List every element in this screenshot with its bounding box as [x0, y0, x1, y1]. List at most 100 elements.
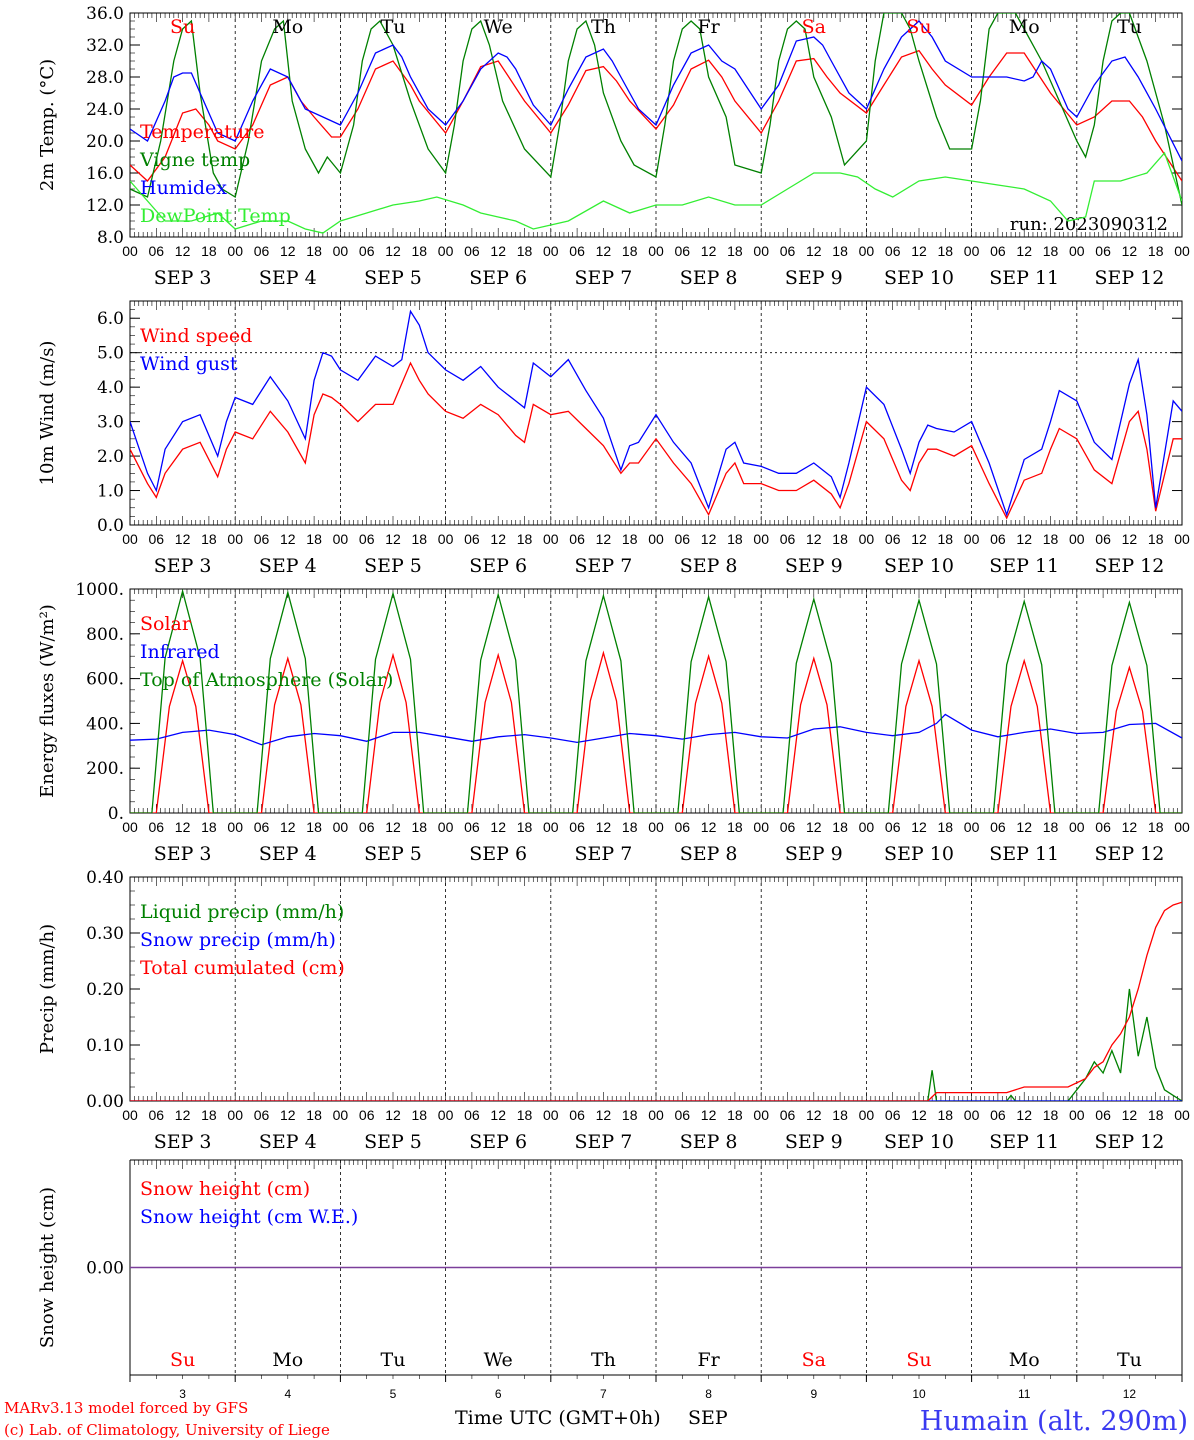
series-line-1-3: [130, 20, 1182, 162]
hour-tick-label: 06: [675, 819, 691, 835]
hour-tick-label: 06: [149, 819, 165, 835]
run-annotation: run: 2023090312: [1010, 214, 1168, 235]
date-label: SEP 6: [469, 555, 527, 577]
hour-tick-label: 06: [990, 1107, 1006, 1123]
y-tick-label: 3.0: [97, 413, 124, 433]
hour-tick-label: 06: [885, 243, 901, 259]
hour-tick-label: 00: [859, 819, 875, 835]
hour-tick-label: 06: [569, 1107, 585, 1123]
month-label: SEP: [688, 1407, 728, 1429]
hour-tick-label: 12: [385, 243, 401, 259]
legend-entry: Total cumulated (cm): [140, 957, 345, 979]
hour-tick-label: 18: [1148, 1107, 1164, 1123]
hour-tick-label: 00: [648, 1107, 664, 1123]
date-label: SEP 11: [989, 843, 1059, 865]
y-tick-label: 28.0: [86, 68, 124, 88]
legend-entry: Wind speed: [140, 325, 252, 347]
panel-4: 0.00 0.10 0.20 0.30 0.40 Precip (mm/h) Liquid …: [37, 868, 1190, 1153]
hour-tick-label: 00: [1069, 531, 1085, 547]
hour-tick-label: 18: [938, 1107, 954, 1123]
y-tick-label: 800.: [86, 625, 124, 645]
hour-tick-label: 06: [780, 531, 796, 547]
hour-tick-label: 18: [517, 819, 533, 835]
date-label: SEP 6: [469, 267, 527, 289]
series-line-2-2: [130, 309, 1182, 517]
y-axis-label: Energy fluxes (W/m²): [37, 604, 58, 798]
credit-line-2: (c) Lab. of Climatology, University of L…: [4, 1421, 330, 1439]
y-tick-label: 1.0: [97, 482, 124, 502]
date-label: SEP 3: [154, 267, 212, 289]
legend-entry: Liquid precip (mm/h): [140, 901, 344, 923]
hour-tick-label: 00: [543, 819, 559, 835]
series-line-3-2: [130, 713, 1182, 746]
y-tick-label: 24.0: [86, 100, 124, 120]
hour-tick-label: 00: [333, 243, 349, 259]
y-tick-label: 8.0: [97, 228, 124, 248]
series-line-1-2: [130, 13, 1182, 206]
plot-frame: [129, 588, 1183, 814]
y-tick-label: 400.: [86, 714, 124, 734]
y-tick-label: 0.00: [86, 1092, 124, 1112]
hour-tick-label: 06: [885, 1107, 901, 1123]
series-line-3-3: [130, 589, 1182, 813]
hour-tick-label: 12: [490, 819, 506, 835]
date-label: SEP 3: [154, 1131, 212, 1153]
hour-tick-label: 18: [412, 531, 428, 547]
hour-tick-label: 00: [753, 819, 769, 835]
hour-tick-label: 18: [201, 819, 217, 835]
hour-tick-label: 00: [438, 531, 454, 547]
legend-entry: Temperature: [140, 121, 264, 143]
hour-tick-label: 12: [175, 243, 191, 259]
hour-tick-label: 06: [464, 1107, 480, 1123]
weekday-label-top: Th: [591, 16, 616, 38]
date-label: SEP 4: [259, 267, 317, 289]
day-number-label: 7: [600, 1387, 607, 1401]
hour-tick-label: 12: [806, 243, 822, 259]
y-axis-label: Precip (mm/h): [37, 924, 58, 1054]
hour-tick-label: 12: [1122, 1107, 1138, 1123]
weekday-label-top: Su: [170, 16, 195, 38]
y-tick-label: 20.0: [86, 132, 124, 152]
date-label: SEP 5: [364, 1131, 422, 1153]
legend-entry: Vigne temp: [139, 149, 250, 171]
series-line-4-3: [130, 901, 1182, 1101]
hour-tick-label: 12: [385, 1107, 401, 1123]
hour-tick-label: 12: [596, 243, 612, 259]
y-tick-label: 0.40: [86, 868, 124, 888]
hour-tick-label: 18: [306, 1107, 322, 1123]
hour-tick-label: 18: [622, 243, 638, 259]
hour-tick-label: 18: [412, 243, 428, 259]
y-tick-label: 32.0: [86, 36, 124, 56]
series-line-1-4: [130, 151, 1182, 234]
hour-tick-label: 00: [964, 531, 980, 547]
hour-tick-label: 06: [464, 819, 480, 835]
hour-tick-label: 00: [1174, 531, 1190, 547]
hour-tick-label: 18: [306, 243, 322, 259]
hour-tick-label: 12: [1122, 243, 1138, 259]
y-tick-label: 6.0: [97, 309, 124, 329]
hour-tick-label: 18: [1043, 531, 1059, 547]
date-label: SEP 10: [884, 267, 954, 289]
hour-tick-label: 00: [859, 1107, 875, 1123]
hour-tick-label: 18: [412, 1107, 428, 1123]
hour-tick-label: 12: [280, 819, 296, 835]
date-label: SEP 7: [574, 267, 632, 289]
hour-tick-label: 00: [543, 531, 559, 547]
hour-tick-label: 12: [596, 531, 612, 547]
hour-tick-label: 12: [385, 531, 401, 547]
hour-tick-label: 18: [1148, 243, 1164, 259]
y-tick-label: 5.0: [97, 344, 124, 364]
weekday-label-top: Mo: [1009, 16, 1040, 38]
weekday-label-bottom: Th: [591, 1349, 616, 1371]
hour-tick-label: 12: [385, 819, 401, 835]
weekday-label-bottom: Fr: [697, 1349, 720, 1371]
hour-tick-label: 18: [201, 1107, 217, 1123]
hour-tick-label: 06: [780, 819, 796, 835]
hour-tick-label: 18: [1043, 819, 1059, 835]
hour-tick-label: 00: [122, 531, 138, 547]
hour-tick-label: 18: [517, 243, 533, 259]
hour-tick-label: 18: [1148, 531, 1164, 547]
day-number-label: 6: [495, 1387, 502, 1401]
hour-tick-label: 18: [622, 531, 638, 547]
hour-tick-label: 12: [280, 243, 296, 259]
